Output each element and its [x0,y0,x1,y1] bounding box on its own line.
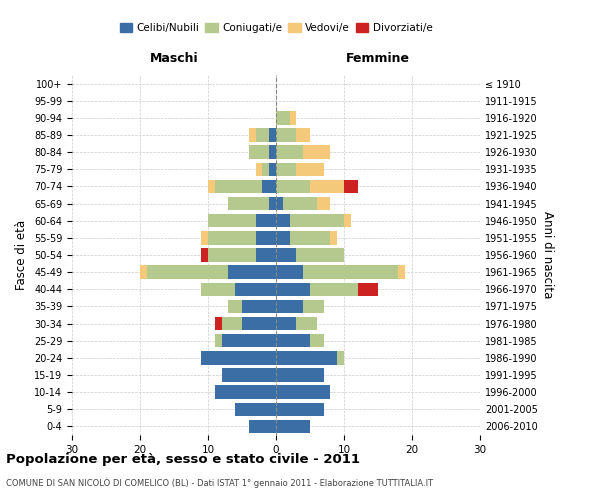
Bar [208,214,256,228]
Bar [296,162,323,176]
Bar [221,334,276,347]
Bar [290,231,331,244]
Bar [262,162,269,176]
Bar [215,386,276,399]
Bar [221,317,242,330]
Bar [303,266,398,279]
Bar [276,248,296,262]
Bar [276,300,303,313]
Bar [215,334,221,347]
Bar [208,248,256,262]
Bar [215,317,221,330]
Bar [249,128,256,141]
Bar [276,146,303,159]
Y-axis label: Anni di nascita: Anni di nascita [541,212,554,298]
Bar [276,197,283,210]
Bar [215,180,262,193]
Bar [242,300,276,313]
Bar [303,146,331,159]
Legend: Celibi/Nubili, Coniugati/e, Vedovi/e, Divorziati/e: Celibi/Nubili, Coniugati/e, Vedovi/e, Di… [115,19,437,38]
Bar [310,334,323,347]
Bar [229,300,242,313]
Bar [256,231,276,244]
Bar [310,282,358,296]
Bar [235,402,276,416]
Bar [276,128,296,141]
Bar [276,317,296,330]
Bar [344,180,358,193]
Bar [201,231,208,244]
Bar [358,282,378,296]
Text: COMUNE DI SAN NICOLÒ DI COMELICO (BL) - Dati ISTAT 1° gennaio 2011 - Elaborazion: COMUNE DI SAN NICOLÒ DI COMELICO (BL) - … [6,478,433,488]
Bar [276,111,290,124]
Bar [344,214,351,228]
Bar [276,420,310,433]
Bar [201,282,235,296]
Bar [337,351,344,364]
Bar [276,386,331,399]
Bar [276,402,323,416]
Bar [303,300,323,313]
Bar [276,368,323,382]
Bar [140,266,147,279]
Bar [283,197,317,210]
Bar [276,180,310,193]
Bar [147,266,229,279]
Bar [249,420,276,433]
Text: Popolazione per età, sesso e stato civile - 2011: Popolazione per età, sesso e stato civil… [6,452,360,466]
Bar [256,162,262,176]
Bar [201,351,276,364]
Bar [310,180,344,193]
Bar [290,214,344,228]
Bar [235,282,276,296]
Bar [317,197,331,210]
Bar [276,214,290,228]
Bar [269,197,276,210]
Bar [256,214,276,228]
Bar [296,128,310,141]
Bar [398,266,405,279]
Bar [276,266,303,279]
Bar [229,197,269,210]
Bar [276,282,310,296]
Bar [276,231,290,244]
Bar [331,231,337,244]
Bar [221,368,276,382]
Bar [201,248,208,262]
Bar [256,248,276,262]
Bar [269,146,276,159]
Bar [276,162,296,176]
Bar [296,248,344,262]
Bar [256,128,269,141]
Bar [296,317,317,330]
Y-axis label: Fasce di età: Fasce di età [16,220,28,290]
Bar [276,351,337,364]
Bar [208,180,215,193]
Text: Maschi: Maschi [149,52,199,64]
Bar [269,162,276,176]
Bar [262,180,276,193]
Bar [276,334,310,347]
Bar [242,317,276,330]
Bar [269,128,276,141]
Text: Femmine: Femmine [346,52,410,64]
Bar [290,111,296,124]
Bar [208,231,256,244]
Bar [249,146,269,159]
Bar [229,266,276,279]
